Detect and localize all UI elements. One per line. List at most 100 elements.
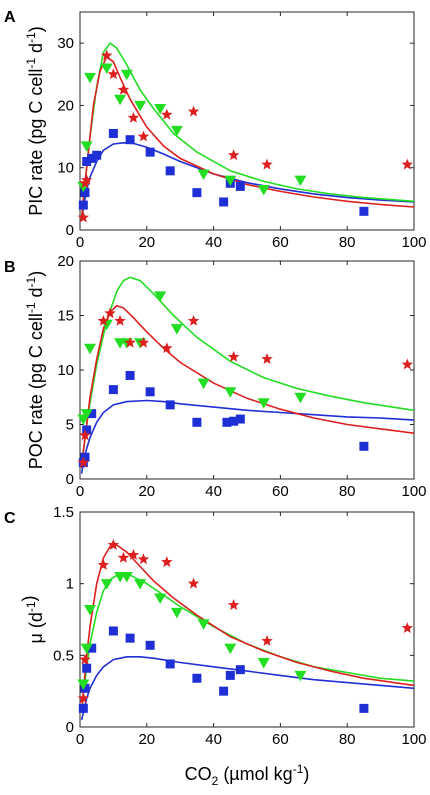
x-axis-label: CO2 (µmol kg-1) [185, 762, 310, 788]
data-point-triangle [100, 579, 113, 590]
data-point-square [359, 441, 369, 451]
y-tick-label: 1 [66, 576, 74, 593]
data-point-square [359, 206, 369, 216]
data-point-square [80, 683, 90, 693]
data-point-square [165, 166, 175, 176]
x-tick-label: 20 [138, 731, 155, 748]
data-point-star [80, 174, 93, 186]
fit-curve-red [80, 55, 414, 218]
data-point-triangle [170, 607, 183, 619]
data-point-square [165, 659, 175, 669]
x-tick-label: 40 [205, 731, 222, 748]
data-point-square [80, 188, 90, 198]
data-point-triangle [154, 291, 167, 302]
data-point-square [192, 188, 202, 198]
data-point-star [161, 108, 173, 120]
data-point-star [124, 336, 136, 348]
panel-c: C 0 20 40 60 80 100 0 0.5 1 1.5 μ (d-1) [4, 504, 427, 748]
y-tick-label: 0 [66, 719, 74, 736]
x-tick-label: 100 [401, 234, 426, 251]
x-tick-label: 20 [138, 234, 155, 251]
data-point-star [401, 158, 414, 170]
data-point-triangle [154, 593, 167, 604]
y-tick-label: 0 [66, 471, 74, 488]
data-point-star [161, 556, 173, 568]
data-point-star [97, 314, 110, 326]
data-point-triangle [197, 619, 210, 630]
fit-curve-red [80, 304, 414, 469]
data-point-triangle [197, 169, 210, 180]
data-point-star [227, 149, 240, 161]
data-point-square [125, 370, 135, 380]
data-point-square [87, 409, 97, 419]
x-tick-label: 0 [76, 483, 84, 500]
x-tick-label: 40 [205, 234, 222, 251]
y-tick-label: 0 [66, 222, 74, 239]
data-point-triangle [134, 579, 147, 590]
data-point-star [227, 350, 240, 362]
data-point-star [261, 635, 273, 646]
y-tick-label: 15 [57, 308, 74, 325]
x-tick-label: 0 [76, 731, 84, 748]
data-point-star [114, 314, 126, 326]
x-tick-label: 60 [272, 234, 289, 251]
data-point-square [219, 686, 229, 696]
fit-curve-blue [80, 399, 414, 474]
data-point-triangle [294, 392, 307, 404]
data-point-star [401, 622, 414, 633]
x-tick-label: 40 [205, 483, 222, 500]
data-point-square [225, 670, 235, 680]
x-tick-label: 20 [138, 483, 155, 500]
panel-label: B [4, 259, 16, 276]
data-point-square [235, 181, 245, 191]
data-point-square [108, 128, 118, 138]
data-point-square [92, 150, 102, 160]
data-point-triangle [80, 409, 93, 420]
data-point-triangle [120, 69, 133, 81]
y-tick-label: 20 [57, 97, 74, 114]
y-tick-label: 10 [57, 362, 74, 379]
data-point-square [192, 417, 202, 427]
panel-b: B 0 20 40 60 80 100 0 5 10 15 20 POC rate (pg C cell… [4, 253, 427, 500]
data-point-triangle [80, 643, 93, 655]
data-point-triangle [224, 387, 237, 398]
data-point-square [235, 665, 245, 675]
data-point-square [125, 633, 135, 643]
data-point-triangle [84, 604, 97, 616]
fit-curve-green [80, 572, 414, 713]
data-point-star [107, 538, 120, 550]
data-point-triangle [224, 175, 237, 187]
data-point-star [187, 314, 200, 326]
data-point-square [82, 156, 92, 166]
data-point-square [125, 135, 135, 145]
data-point-star [117, 83, 130, 95]
data-point-square [219, 197, 229, 207]
y-tick-label: 1.5 [53, 504, 74, 521]
data-point-star [117, 551, 130, 563]
data-point-star [77, 211, 90, 223]
data-point-triangle [257, 185, 270, 196]
data-point-square [222, 417, 232, 427]
data-point-star [77, 692, 90, 704]
data-point-star [107, 68, 120, 80]
y-tick-label: 0.5 [53, 647, 74, 664]
data-point-triangle [84, 343, 97, 355]
data-point-triangle [80, 141, 93, 152]
data-point-square [87, 153, 97, 163]
data-point-star [187, 105, 200, 117]
data-point-square [87, 643, 97, 653]
data-point-square [235, 414, 245, 424]
data-point-triangle [77, 679, 90, 690]
data-point-star [127, 111, 140, 123]
data-point-triangle [224, 643, 237, 655]
plot-frame [79, 11, 415, 231]
x-tick-label: 60 [272, 483, 289, 500]
y-axis-label: PIC rate (pg C cell-1 d-1) [24, 26, 46, 215]
data-point-square [78, 200, 88, 210]
data-point-star [261, 353, 273, 364]
data-point-triangle [134, 100, 147, 112]
data-point-star [97, 559, 110, 570]
fit-curve-green [80, 41, 414, 218]
data-point-triangle [170, 324, 183, 335]
data-point-square [82, 663, 92, 673]
